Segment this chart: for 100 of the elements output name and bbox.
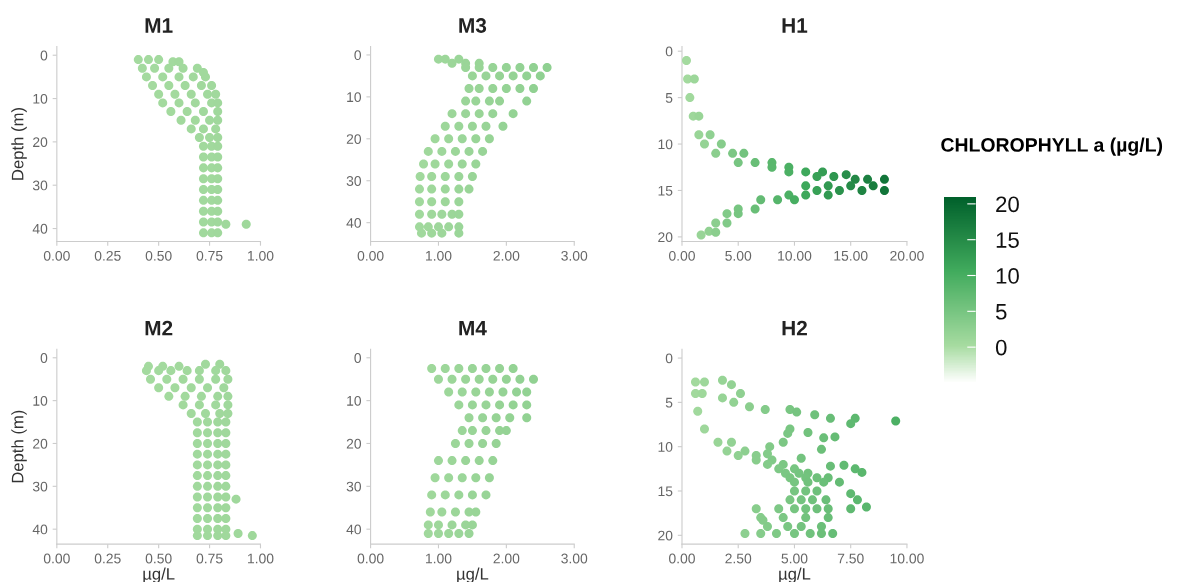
y-tick-label: 5	[665, 93, 673, 103]
point	[823, 190, 833, 200]
y-axis-title: Depth (m)	[11, 410, 27, 483]
x-tick-label: 10.00	[890, 553, 924, 564]
y-tick-label: 10	[658, 442, 673, 452]
x-tick-label: 0.00	[43, 553, 70, 564]
point	[728, 148, 738, 158]
chart-title: H2	[782, 320, 807, 336]
point	[711, 148, 721, 158]
y-tick-label: 5	[665, 397, 673, 408]
y-tick-label: 0	[354, 353, 362, 363]
x-tick-label: 10.00	[778, 250, 812, 261]
y-tick-label: 20	[346, 134, 362, 144]
y-tick-label: 10	[658, 139, 673, 150]
y-tick-label: 20	[658, 530, 673, 541]
x-tick-label: 3.00	[561, 553, 588, 564]
point	[733, 158, 743, 168]
point	[739, 148, 749, 158]
point	[694, 130, 704, 140]
x-tick-label: 0.25	[94, 553, 121, 564]
y-tick-label: 20	[33, 438, 48, 449]
point	[879, 185, 889, 195]
point	[841, 170, 851, 180]
x-tick-label: 20.00	[890, 250, 924, 261]
x-tick-label: 0.00	[43, 250, 70, 261]
y-tick-label: 20	[33, 137, 48, 148]
y-tick-label: 30	[32, 180, 48, 191]
point	[789, 195, 799, 205]
point	[689, 74, 699, 84]
y-tick-label: 0	[665, 46, 673, 57]
point	[823, 181, 833, 191]
point	[863, 174, 873, 184]
x-tick-label: 0.00	[357, 553, 384, 564]
y-tick-label: 40	[32, 524, 48, 535]
x-tick-label: 7.50	[837, 553, 864, 564]
y-tick-label: 30	[346, 176, 362, 186]
color-bar-title: CHLOROPHYLL a (µg/L)	[941, 137, 1163, 156]
x-tick-label: 0.25	[94, 250, 121, 261]
y-tick-label: 0	[40, 353, 48, 363]
x-tick-label: 0.50	[145, 250, 172, 261]
point	[868, 181, 878, 191]
y-tick-label: 40	[32, 223, 48, 234]
point	[681, 55, 691, 65]
x-tick-label: 0.00	[669, 553, 695, 564]
y-axis-title: Depth (m)	[11, 108, 27, 180]
y-tick-label: 20	[658, 232, 673, 243]
x-tick-label: 0.00	[357, 250, 384, 261]
y-tick-label: 10	[347, 92, 362, 103]
point	[857, 185, 867, 195]
y-tick-label: 0	[40, 50, 48, 61]
chart-title: H1	[782, 18, 808, 33]
y-tick-label: 40	[346, 218, 362, 228]
point	[750, 204, 760, 214]
point	[834, 185, 844, 195]
x-tick-label: 0.75	[196, 250, 223, 261]
x-tick-label: 3.00	[561, 250, 588, 261]
point	[879, 174, 889, 184]
point	[846, 181, 856, 191]
point	[801, 181, 811, 191]
y-tick-label: 10	[33, 93, 48, 104]
x-tick-label: 1.00	[248, 250, 274, 261]
x-tick-label: 0.00	[669, 250, 695, 261]
point	[850, 174, 860, 184]
point	[722, 218, 732, 228]
y-tick-label: 40	[346, 524, 362, 535]
chart-title: M3	[459, 18, 487, 33]
chart-title: M1	[145, 18, 173, 33]
point	[756, 195, 766, 205]
point	[696, 230, 706, 240]
x-tick-label: 2.00	[493, 553, 520, 564]
color-bar-label: 15	[996, 232, 1019, 248]
point	[705, 130, 715, 140]
chart-title: M2	[145, 320, 173, 336]
x-tick-label: 0.50	[145, 553, 172, 564]
point	[750, 158, 760, 168]
y-tick-label: 15	[658, 185, 673, 196]
x-tick-label: 15.00	[834, 250, 868, 261]
chart-title: M4	[459, 320, 487, 336]
y-tick-label: 0	[354, 50, 362, 61]
y-tick-label: 0	[665, 353, 673, 364]
point	[773, 195, 783, 205]
x-tick-label: 5.00	[781, 553, 808, 564]
x-tick-label: 1.00	[248, 553, 274, 564]
point	[711, 218, 721, 228]
y-tick-label: 15	[658, 486, 673, 497]
x-tick-label: 2.00	[493, 250, 520, 261]
point	[716, 139, 726, 149]
color-bar-label: 0	[995, 339, 1007, 356]
point	[685, 93, 695, 103]
point	[711, 227, 721, 237]
x-tick-label: 1.00	[426, 250, 452, 261]
point	[801, 190, 811, 200]
y-tick-label: 20	[346, 438, 362, 449]
color-bar-label: 5	[995, 304, 1007, 320]
point	[699, 139, 709, 149]
x-tick-label: 2.50	[725, 553, 752, 564]
y-tick-label: 10	[347, 395, 362, 406]
y-tick-label: 30	[32, 481, 48, 492]
point	[829, 172, 839, 182]
y-tick-label: 10	[33, 395, 48, 406]
